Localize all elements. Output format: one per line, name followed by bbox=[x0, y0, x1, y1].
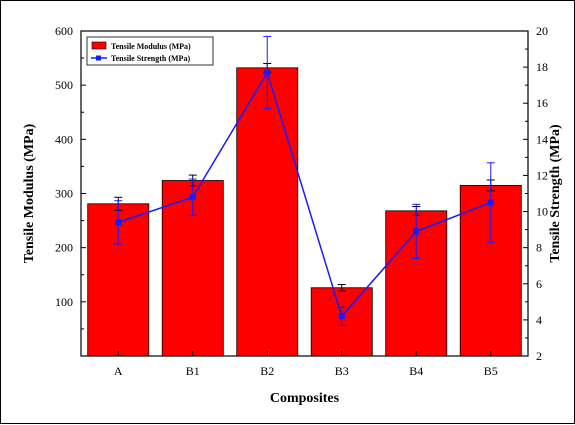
bar-B2 bbox=[236, 67, 299, 357]
y-right-tick-label-10: 10 bbox=[536, 205, 548, 219]
legend-label-modulus: Tensile Modulus (MPa) bbox=[111, 42, 191, 51]
y-left-tick-label-400: 400 bbox=[55, 132, 73, 146]
legend-swatch-strength-marker bbox=[96, 55, 101, 61]
x-tick-label-B3: B3 bbox=[335, 364, 349, 378]
x-tick-label-B4: B4 bbox=[409, 364, 423, 378]
strength-point-B2 bbox=[264, 69, 271, 76]
y-left-tick-label-500: 500 bbox=[55, 78, 73, 92]
x-tick-label-B1: B1 bbox=[186, 364, 200, 378]
y-left-tick-label-200: 200 bbox=[55, 241, 73, 255]
legend-swatch-modulus bbox=[91, 41, 107, 50]
y-right-tick-label-8: 8 bbox=[536, 241, 542, 255]
legend-box bbox=[86, 36, 214, 66]
y-right-tick-label-6: 6 bbox=[536, 277, 542, 291]
y-left-tick-label-600: 600 bbox=[55, 24, 73, 38]
y-right-tick-label-20: 20 bbox=[536, 24, 548, 38]
strength-point-A bbox=[115, 219, 122, 226]
y-right-tick-label-12: 12 bbox=[536, 168, 548, 182]
strength-point-B3 bbox=[338, 313, 345, 320]
y-left-tick-label-300: 300 bbox=[55, 187, 73, 201]
strength-point-B4 bbox=[413, 228, 420, 235]
strength-line bbox=[118, 70, 492, 318]
y-right-tick-label-4: 4 bbox=[536, 313, 542, 327]
y-left-tick-label-100: 100 bbox=[55, 295, 73, 309]
bars-group bbox=[87, 67, 522, 357]
y-right-tick-label-2: 2 bbox=[536, 349, 542, 363]
y-right-tick-label-16: 16 bbox=[536, 96, 548, 110]
y-axis-left-label: Tensile Modulus (MPa) bbox=[22, 123, 37, 263]
x-tick-label-B5: B5 bbox=[484, 364, 498, 378]
x-tick-label-A: A bbox=[114, 364, 123, 378]
strength-point-B5 bbox=[487, 199, 494, 206]
y-right-tick-label-14: 14 bbox=[536, 132, 548, 146]
y-axis-right-label: Tensile Strength (MPa) bbox=[548, 124, 563, 263]
strength-point-B1 bbox=[189, 194, 196, 201]
legend: Tensile Modulus (MPa) Tensile Strength (… bbox=[86, 36, 214, 66]
x-axis-label: Composites bbox=[270, 391, 340, 406]
x-tick-label-B2: B2 bbox=[260, 364, 274, 378]
axes-group: 100 200 300 400 500 600 2 4 6 8 10 12 14 16 18 20 A B1 B2 B… bbox=[55, 24, 548, 378]
y-right-tick-label-18: 18 bbox=[536, 60, 548, 74]
strength-line-group bbox=[114, 35, 495, 326]
legend-label-strength: Tensile Strength (MPa) bbox=[111, 54, 190, 63]
